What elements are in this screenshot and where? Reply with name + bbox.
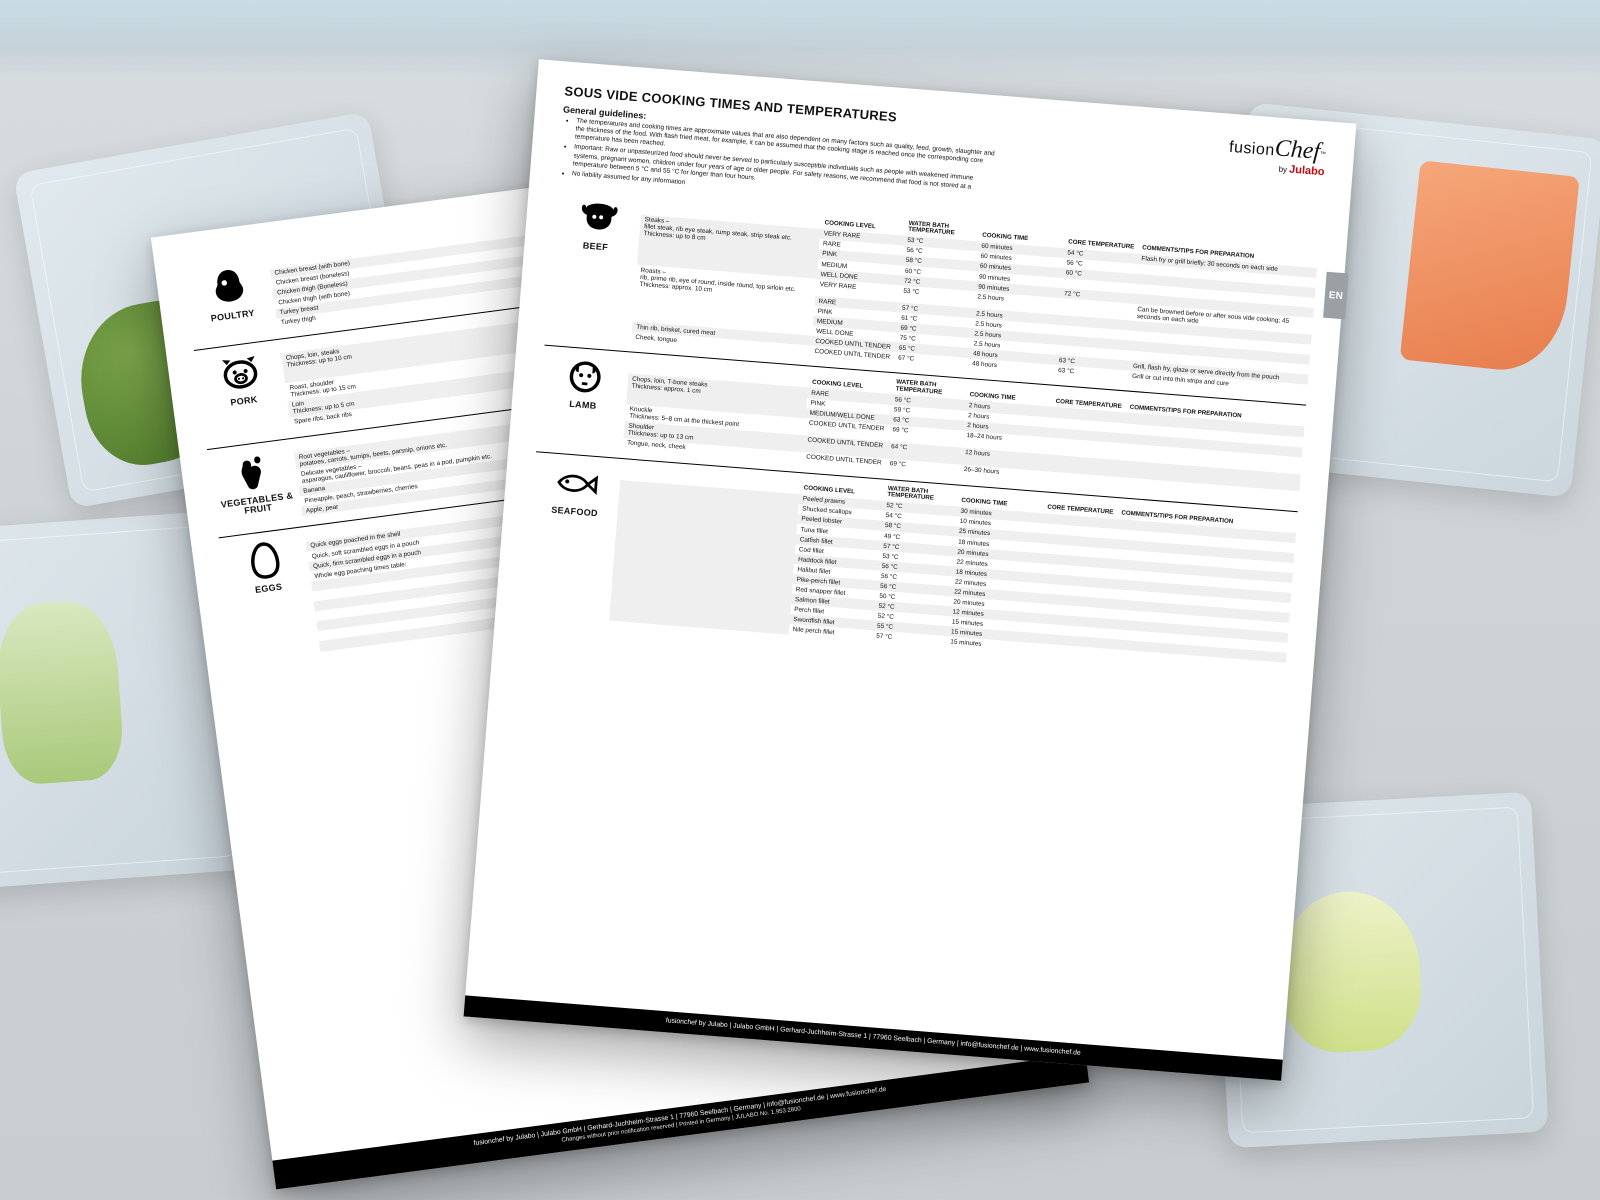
logo-chef: Chef (1274, 135, 1321, 164)
water-highlight (0, 0, 1600, 80)
cow-icon (574, 195, 621, 242)
section-name: SEAFOOD (531, 504, 617, 520)
row-desc (609, 480, 799, 634)
veg-icon (229, 447, 278, 496)
footer: fusionchef by Julabo | Julabo GmbH | Ger… (272, 1054, 1089, 1189)
footer-line-2: Changes without prior notification reser… (284, 1070, 1078, 1182)
egg-icon (240, 536, 289, 585)
section-name: LAMB (540, 398, 626, 414)
poultry-icon (204, 263, 253, 312)
brand-logo: fusionChef™ by Julabo (1227, 132, 1327, 178)
lamb-icon (561, 354, 608, 401)
language-tab: EN (1323, 272, 1349, 320)
section-name: VEGETABLES & FRUIT (214, 490, 302, 520)
fish-icon (553, 460, 600, 507)
sheet-front: fusionChef™ by Julabo EN SOUS VIDE COOKI… (464, 59, 1357, 1080)
footer-line-1: fusionchef by Julabo | Julabo GmbH | Ger… (283, 1061, 1077, 1174)
section-name: BEEF (552, 239, 638, 255)
pig-icon (216, 348, 265, 397)
logo-fusion: fusion (1228, 139, 1275, 160)
section-table: COOKING LEVELWATER BATH TEMPERATURECOOKI… (609, 463, 1297, 673)
